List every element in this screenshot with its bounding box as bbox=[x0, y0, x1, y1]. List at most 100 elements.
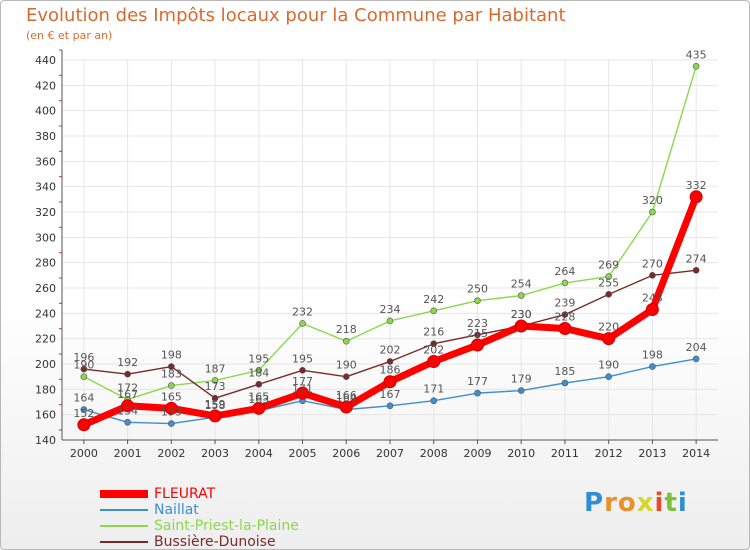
data-point bbox=[692, 266, 700, 274]
y-tick-label: 200 bbox=[35, 358, 56, 371]
data-point bbox=[649, 272, 656, 279]
data-point bbox=[386, 358, 394, 365]
legend-label: Naillat bbox=[154, 502, 199, 518]
data-point bbox=[645, 303, 659, 317]
data-label: 332 bbox=[686, 179, 707, 192]
data-point bbox=[386, 402, 394, 410]
x-tick-label: 2000 bbox=[70, 447, 98, 460]
data-point bbox=[299, 320, 306, 327]
data-point bbox=[649, 363, 656, 370]
data-label: 187 bbox=[205, 362, 226, 375]
data-label: 165 bbox=[248, 390, 269, 403]
data-label: 183 bbox=[161, 368, 182, 381]
y-tick-label: 360 bbox=[35, 155, 56, 168]
data-point bbox=[124, 418, 131, 426]
data-point bbox=[430, 307, 438, 315]
data-label: 243 bbox=[642, 292, 663, 305]
data-label: 202 bbox=[380, 343, 401, 356]
x-tick-label: 2003 bbox=[201, 447, 229, 460]
data-label: 167 bbox=[380, 388, 401, 401]
data-label: 215 bbox=[467, 327, 488, 340]
data-point bbox=[342, 337, 350, 345]
data-point bbox=[168, 382, 175, 389]
data-point bbox=[383, 375, 397, 389]
data-label: 198 bbox=[161, 349, 182, 362]
y-tick-label: 400 bbox=[35, 105, 56, 118]
data-label: 232 bbox=[292, 305, 313, 318]
data-label: 220 bbox=[598, 321, 619, 334]
data-point bbox=[430, 340, 438, 348]
x-tick-label: 2010 bbox=[507, 447, 535, 460]
data-label: 159 bbox=[205, 398, 226, 411]
y-tick-label: 320 bbox=[35, 206, 56, 219]
data-point bbox=[649, 208, 656, 216]
legend-item: Saint-Priest-la-Plaine bbox=[100, 518, 299, 534]
axes: 140 160 180 200 220 240 260 280 300 320 340 360 380 4… bbox=[35, 49, 718, 460]
data-point bbox=[296, 386, 310, 400]
data-point bbox=[692, 63, 700, 70]
data-point bbox=[689, 190, 703, 204]
legend-label: FLEURAT bbox=[154, 486, 216, 502]
data-point bbox=[517, 292, 525, 299]
data-label: 173 bbox=[205, 380, 226, 393]
y-tick-label: 420 bbox=[35, 79, 56, 92]
brand-letter: r bbox=[604, 488, 618, 518]
data-point bbox=[168, 363, 175, 370]
data-point bbox=[605, 373, 612, 380]
data-point bbox=[80, 373, 88, 380]
data-point bbox=[80, 365, 88, 373]
data-point bbox=[124, 370, 131, 378]
data-point bbox=[692, 355, 700, 363]
data-label: 195 bbox=[248, 352, 269, 365]
x-tick-label: 2012 bbox=[595, 447, 623, 460]
x-tick-label: 2006 bbox=[332, 447, 360, 460]
data-point bbox=[474, 389, 481, 397]
legend-item: Bussière-Dunoise bbox=[100, 534, 299, 550]
data-label: 269 bbox=[598, 259, 619, 272]
x-tick-label: 2001 bbox=[114, 447, 142, 460]
chart-title: Evolution des Impôts locaux pour la Comm… bbox=[26, 5, 566, 26]
data-label: 190 bbox=[598, 359, 619, 372]
data-label: 179 bbox=[511, 373, 532, 386]
data-label: 320 bbox=[642, 194, 663, 207]
chart-subtitle: (en € et par an) bbox=[26, 29, 113, 42]
data-point bbox=[514, 319, 528, 333]
y-tick-label: 440 bbox=[35, 54, 56, 67]
data-label: 185 bbox=[554, 365, 575, 378]
data-label: 186 bbox=[380, 364, 401, 377]
data-label: 196 bbox=[73, 351, 94, 364]
data-point bbox=[602, 332, 616, 346]
data-label: 274 bbox=[686, 252, 707, 265]
x-tick-label: 2005 bbox=[289, 447, 317, 460]
data-label: 198 bbox=[642, 349, 663, 362]
data-point bbox=[299, 367, 306, 374]
data-label: 154 bbox=[117, 404, 138, 417]
data-label: 264 bbox=[554, 265, 575, 278]
brand-letter: i bbox=[654, 488, 665, 518]
data-label: 190 bbox=[336, 359, 357, 372]
data-label: 172 bbox=[117, 381, 138, 394]
y-tick-label: 380 bbox=[35, 130, 56, 143]
data-point bbox=[164, 401, 178, 415]
x-tick-label: 2013 bbox=[638, 447, 666, 460]
data-label: 202 bbox=[423, 343, 444, 356]
legend-item: Naillat bbox=[100, 502, 299, 518]
legend-item: FLEURAT bbox=[100, 486, 299, 502]
data-label: 192 bbox=[117, 356, 138, 369]
data-point bbox=[252, 401, 266, 415]
data-point bbox=[386, 317, 394, 325]
data-point bbox=[339, 400, 353, 414]
data-point bbox=[77, 418, 91, 432]
data-point bbox=[211, 377, 219, 384]
data-point bbox=[427, 354, 441, 368]
data-point bbox=[168, 420, 175, 427]
data-point bbox=[342, 373, 350, 380]
data-label: 153 bbox=[161, 406, 182, 419]
data-point bbox=[470, 338, 484, 352]
data-point bbox=[430, 397, 438, 405]
data-label: 228 bbox=[554, 311, 575, 324]
data-label: 239 bbox=[554, 297, 575, 310]
data-label: 177 bbox=[292, 375, 313, 388]
